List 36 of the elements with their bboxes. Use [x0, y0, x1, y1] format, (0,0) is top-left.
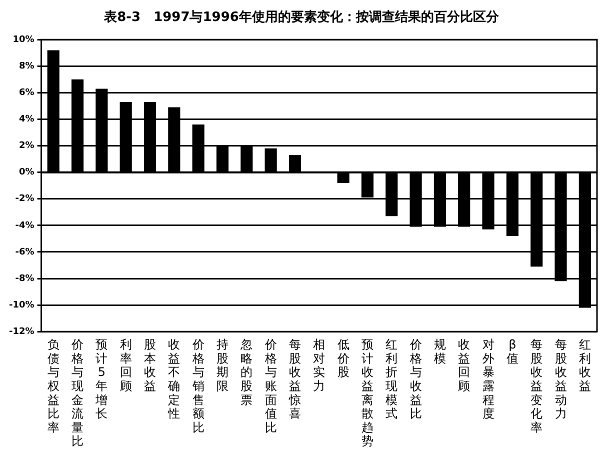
x-tick-label: β值	[506, 338, 518, 366]
x-tick-label: 相对实力	[313, 338, 326, 394]
y-tick-label: 0%	[18, 168, 34, 178]
y-tick-label: 6%	[18, 88, 34, 98]
y-tick-label: -12%	[8, 326, 34, 337]
x-tick-label: 低价股	[336, 338, 350, 380]
x-tick-label: 红利折现模式	[386, 338, 398, 421]
y-tick-label: -10%	[8, 300, 34, 310]
y-tick-label: 8%	[18, 61, 34, 72]
x-tick-label: 对外暴露程度	[482, 338, 494, 421]
x-tick-label: 负债与权益比率	[46, 338, 60, 434]
y-tick-label: -4%	[15, 220, 34, 231]
y-tick-label: 2%	[18, 141, 34, 152]
x-tick-label: 收益回顾	[458, 338, 470, 394]
x-tick-label: 规模	[434, 338, 446, 366]
y-tick-label: -6%	[15, 247, 34, 258]
x-tick-label: 价格与收益比	[408, 338, 422, 421]
x-tick-label: 持股期限	[216, 338, 228, 394]
x-tick-label: 每股收益惊喜	[288, 338, 301, 421]
x-tick-label: 忽略的股票	[240, 338, 253, 407]
x-tick-label: 预计5年增长	[94, 338, 108, 421]
x-tick-label: 红利收益	[578, 338, 591, 394]
x-tick-label: 利率回顾	[120, 338, 132, 394]
x-tick-label: 价格与现金流量比	[70, 338, 84, 448]
x-tick-label: 价格与账面值比	[264, 338, 277, 434]
x-tick-label: 价格与销售额比	[191, 338, 204, 434]
y-tick-label: 10%	[12, 34, 34, 45]
x-tick-label: 每股收益动力	[554, 338, 567, 421]
y-tick-label: 4%	[18, 114, 34, 125]
y-tick-label: -8%	[15, 274, 34, 284]
x-tick-label: 收益不确定性	[167, 338, 180, 421]
chart-title: 表8-3 1997与1996年使用的要素变化：按调查结果的百分比区分	[103, 9, 500, 26]
x-tick-label: 每股收益变化率	[530, 338, 543, 434]
x-tick-label: 预计收益离散趋势	[361, 338, 374, 448]
y-tick-label: -2%	[15, 194, 34, 204]
x-tick-label: 股本收益	[144, 338, 156, 394]
